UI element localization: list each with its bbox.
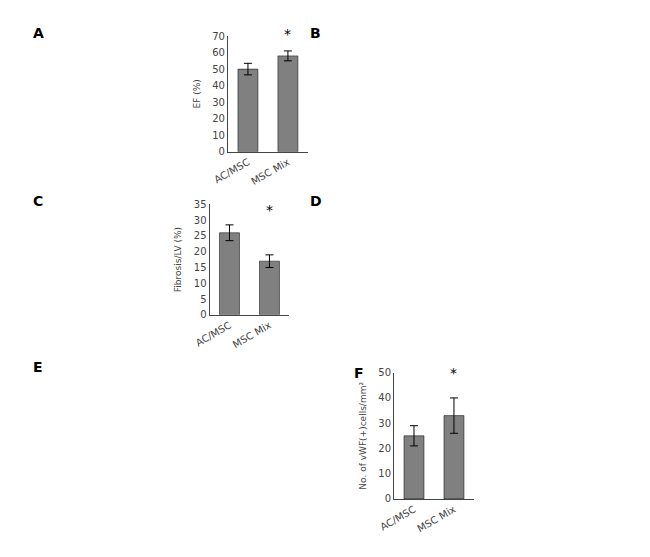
svg-text:50: 50	[212, 64, 225, 75]
svg-text:30: 30	[378, 418, 391, 429]
svg-text:*: *	[266, 202, 273, 218]
svg-text:No. of vWF(+)cells/mm²: No. of vWF(+)cells/mm²	[358, 382, 368, 490]
svg-text:35: 35	[194, 199, 207, 210]
svg-text:F: F	[354, 365, 364, 381]
svg-text:D: D	[310, 193, 322, 209]
svg-text:B: B	[310, 25, 321, 41]
svg-text:0: 0	[200, 309, 206, 320]
svg-text:30: 30	[212, 97, 225, 108]
svg-text:C: C	[33, 193, 43, 209]
svg-text:60: 60	[212, 47, 225, 58]
svg-text:0: 0	[385, 493, 391, 504]
svg-text:20: 20	[194, 246, 207, 257]
svg-text:40: 40	[378, 392, 391, 403]
svg-text:20: 20	[378, 443, 391, 454]
svg-text:A: A	[33, 25, 44, 41]
svg-text:AC/MSC: AC/MSC	[194, 319, 233, 348]
svg-text:EF (%): EF (%)	[192, 79, 202, 108]
svg-text:15: 15	[194, 262, 207, 273]
svg-text:AC/MSC: AC/MSC	[378, 503, 417, 532]
svg-text:20: 20	[212, 113, 225, 124]
svg-text:AC/MSC: AC/MSC	[212, 156, 251, 185]
svg-text:*: *	[284, 26, 291, 42]
svg-text:MSC Mix: MSC Mix	[231, 319, 273, 350]
svg-text:10: 10	[378, 468, 391, 479]
svg-text:30: 30	[194, 215, 207, 226]
svg-text:MSC Mix: MSC Mix	[415, 503, 457, 534]
svg-text:10: 10	[194, 278, 207, 289]
svg-text:70: 70	[212, 31, 225, 42]
svg-text:E: E	[33, 359, 43, 375]
svg-text:5: 5	[200, 294, 206, 305]
svg-text:10: 10	[212, 130, 225, 141]
svg-text:50: 50	[378, 367, 391, 378]
svg-text:40: 40	[212, 80, 225, 91]
svg-text:25: 25	[194, 230, 207, 241]
svg-text:MSC Mix: MSC Mix	[249, 156, 291, 187]
svg-text:0: 0	[219, 146, 225, 157]
svg-text:Fibrosis/LV (%): Fibrosis/LV (%)	[174, 227, 184, 292]
svg-text:*: *	[450, 365, 457, 381]
